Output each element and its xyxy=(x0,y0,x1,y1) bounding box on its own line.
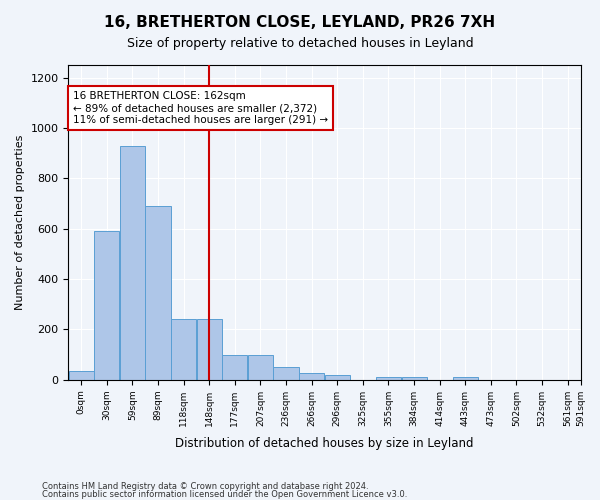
Bar xyxy=(94,231,119,380)
Bar xyxy=(145,206,170,380)
Bar xyxy=(401,378,427,380)
Bar xyxy=(197,320,222,380)
Bar xyxy=(68,371,94,380)
X-axis label: Distribution of detached houses by size in Leyland: Distribution of detached houses by size … xyxy=(175,437,474,450)
Text: Size of property relative to detached houses in Leyland: Size of property relative to detached ho… xyxy=(127,38,473,51)
Bar xyxy=(376,378,401,380)
Bar xyxy=(453,378,478,380)
Bar xyxy=(274,367,299,380)
Y-axis label: Number of detached properties: Number of detached properties xyxy=(15,134,25,310)
Bar xyxy=(325,375,350,380)
Bar xyxy=(171,320,196,380)
Bar xyxy=(248,354,273,380)
Text: 16, BRETHERTON CLOSE, LEYLAND, PR26 7XH: 16, BRETHERTON CLOSE, LEYLAND, PR26 7XH xyxy=(104,15,496,30)
Bar xyxy=(299,374,324,380)
Text: 16 BRETHERTON CLOSE: 162sqm
← 89% of detached houses are smaller (2,372)
11% of : 16 BRETHERTON CLOSE: 162sqm ← 89% of det… xyxy=(73,92,328,124)
Text: Contains public sector information licensed under the Open Government Licence v3: Contains public sector information licen… xyxy=(42,490,407,499)
Text: Contains HM Land Registry data © Crown copyright and database right 2024.: Contains HM Land Registry data © Crown c… xyxy=(42,482,368,491)
Bar xyxy=(120,146,145,380)
Bar xyxy=(222,354,247,380)
